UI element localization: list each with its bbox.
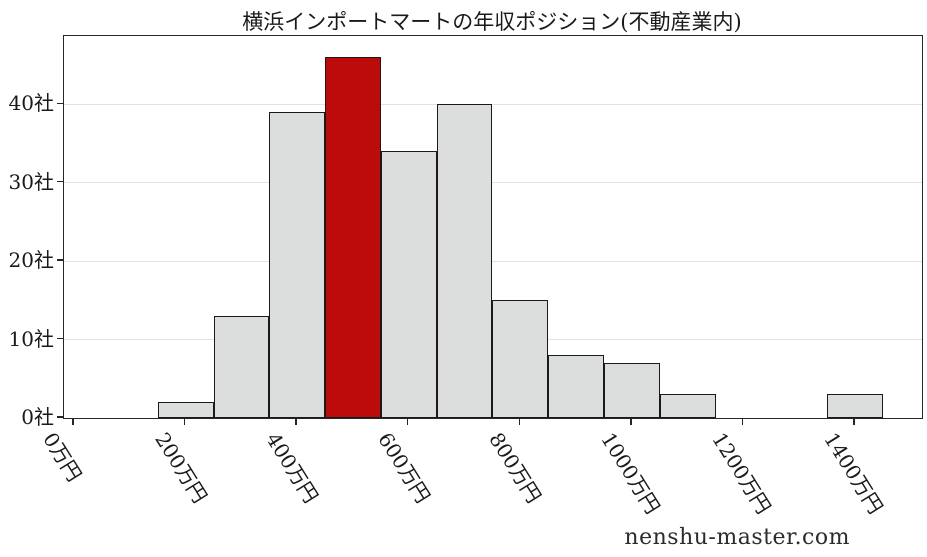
x-axis-tick — [518, 419, 521, 425]
histogram-bar-highlight — [325, 57, 381, 418]
chart-title: 横浜インポートマートの年収ポジション(不動産業内) — [242, 10, 742, 34]
histogram-bar — [548, 355, 604, 418]
x-axis-tick — [407, 419, 409, 425]
x-axis-label: 0万円 — [38, 428, 87, 486]
x-axis-tick — [853, 419, 855, 425]
histogram-bar — [827, 394, 883, 418]
histogram-bar — [492, 300, 549, 418]
gridline — [64, 103, 922, 105]
x-axis-label: 400万円 — [261, 428, 324, 508]
histogram-bar — [436, 104, 493, 418]
x-axis-tick — [295, 419, 297, 425]
y-axis-label: 30社 — [8, 169, 54, 194]
x-axis-label: 200万円 — [149, 428, 212, 508]
y-axis-label: 40社 — [8, 91, 54, 116]
y-axis-label: 0社 — [21, 405, 54, 429]
x-axis-label: 600万円 — [373, 428, 435, 508]
x-axis-tick — [630, 419, 632, 425]
gridline — [64, 182, 922, 184]
x-axis-label: 1400万円 — [819, 428, 888, 518]
histogram-bar — [380, 151, 437, 418]
x-axis-label: 1000万円 — [596, 428, 665, 518]
histogram-bar — [157, 402, 214, 418]
histogram-bar — [604, 363, 660, 418]
y-axis-tick — [57, 337, 63, 340]
y-axis-tick — [57, 416, 63, 418]
y-axis-tick — [57, 102, 63, 104]
gridline — [64, 260, 922, 262]
x-axis-label: 800万円 — [484, 428, 547, 508]
x-axis-tick — [741, 419, 744, 425]
watermark: nenshu-master.com — [624, 525, 850, 550]
histogram-bar — [659, 394, 716, 418]
x-axis-label: 1200万円 — [707, 428, 777, 518]
plot-area — [63, 35, 923, 419]
histogram-bar — [269, 112, 326, 418]
y-axis-label: 10社 — [8, 326, 54, 351]
x-axis-tick — [183, 419, 186, 425]
histogram-bar — [213, 316, 270, 418]
x-axis-tick — [72, 419, 74, 425]
y-axis-tick — [57, 180, 63, 183]
y-axis-label: 20社 — [8, 248, 54, 273]
y-axis-tick — [57, 259, 63, 261]
